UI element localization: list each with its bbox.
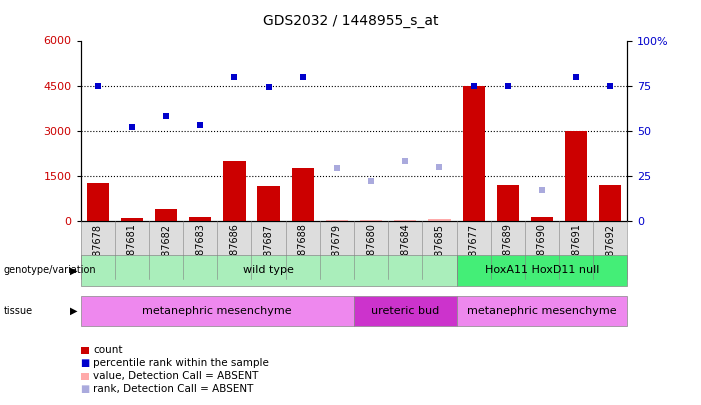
Bar xyxy=(565,130,587,221)
Bar xyxy=(257,186,280,221)
Text: GDS2032 / 1448955_s_at: GDS2032 / 1448955_s_at xyxy=(263,14,438,28)
Bar xyxy=(428,219,451,221)
Bar xyxy=(155,209,177,221)
Text: wild type: wild type xyxy=(243,265,294,275)
Text: rank, Detection Call = ABSENT: rank, Detection Call = ABSENT xyxy=(93,384,254,394)
Bar xyxy=(497,185,519,221)
Bar xyxy=(326,220,348,221)
Bar xyxy=(121,218,143,221)
Bar xyxy=(394,220,416,221)
Bar xyxy=(224,161,245,221)
Text: ureteric bud: ureteric bud xyxy=(371,306,440,316)
Bar xyxy=(87,183,109,221)
Bar xyxy=(531,217,553,221)
Text: ▶: ▶ xyxy=(69,306,77,316)
Bar xyxy=(463,85,484,221)
Text: tissue: tissue xyxy=(4,306,33,316)
Bar xyxy=(599,185,621,221)
Text: ▶: ▶ xyxy=(69,265,77,275)
Text: HoxA11 HoxD11 null: HoxA11 HoxD11 null xyxy=(485,265,599,275)
Text: genotype/variation: genotype/variation xyxy=(4,265,96,275)
Text: ■: ■ xyxy=(80,384,90,394)
Bar xyxy=(189,217,211,221)
Bar xyxy=(360,220,382,221)
Text: ■: ■ xyxy=(80,358,90,368)
Bar xyxy=(292,168,314,221)
Text: metanephric mesenchyme: metanephric mesenchyme xyxy=(142,306,292,316)
Text: value, Detection Call = ABSENT: value, Detection Call = ABSENT xyxy=(93,371,259,381)
Text: metanephric mesenchyme: metanephric mesenchyme xyxy=(467,306,617,316)
Text: count: count xyxy=(93,345,123,355)
Text: percentile rank within the sample: percentile rank within the sample xyxy=(93,358,269,368)
